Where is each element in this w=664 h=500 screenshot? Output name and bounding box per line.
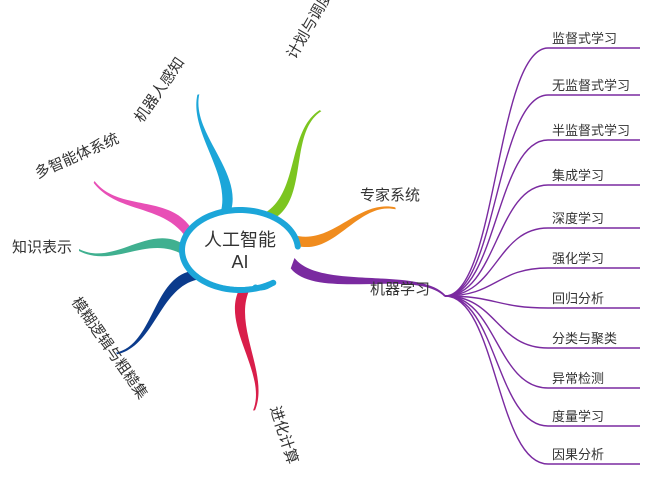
branch-label: 模糊逻辑与粗糙集 xyxy=(68,294,151,402)
branch-petal xyxy=(196,94,232,214)
branch-label: 机器人感知 xyxy=(131,55,188,126)
child-label: 半监督式学习 xyxy=(552,123,630,138)
branch-petal xyxy=(94,181,192,239)
child-connector xyxy=(445,296,640,426)
branch-petal xyxy=(293,206,396,247)
branch-label: 知识表示 xyxy=(12,239,72,256)
child-label: 强化学习 xyxy=(552,251,604,266)
center-title-line1: 人工智能 xyxy=(204,230,276,250)
branch-petal xyxy=(235,288,259,410)
child-connector xyxy=(445,140,640,296)
child-connector xyxy=(445,296,640,464)
center-title-line2: AI xyxy=(231,252,248,272)
center-fill xyxy=(186,214,294,286)
child-label: 因果分析 xyxy=(552,447,604,462)
child-label: 回归分析 xyxy=(552,291,604,306)
child-label: 监督式学习 xyxy=(552,31,617,46)
child-connector xyxy=(445,185,640,296)
branch-label: 机器学习 xyxy=(370,281,430,298)
child-label: 分类与聚类 xyxy=(552,331,617,346)
child-label: 度量学习 xyxy=(552,409,604,424)
child-label: 集成学习 xyxy=(552,168,604,183)
branch-petal xyxy=(116,271,201,355)
branch-label: 进化计算 xyxy=(266,404,302,467)
child-connector xyxy=(445,268,640,296)
branch-label: 专家系统 xyxy=(360,187,420,204)
child-label: 深度学习 xyxy=(552,211,604,226)
branch-petal xyxy=(263,110,321,219)
branch-label: 计划与调度 xyxy=(284,0,336,62)
branch-petal xyxy=(79,238,184,256)
child-label: 无监督式学习 xyxy=(552,78,630,93)
child-label: 异常检测 xyxy=(552,371,604,386)
child-connector xyxy=(445,296,640,308)
branch-label: 多智能体系统 xyxy=(32,129,122,182)
